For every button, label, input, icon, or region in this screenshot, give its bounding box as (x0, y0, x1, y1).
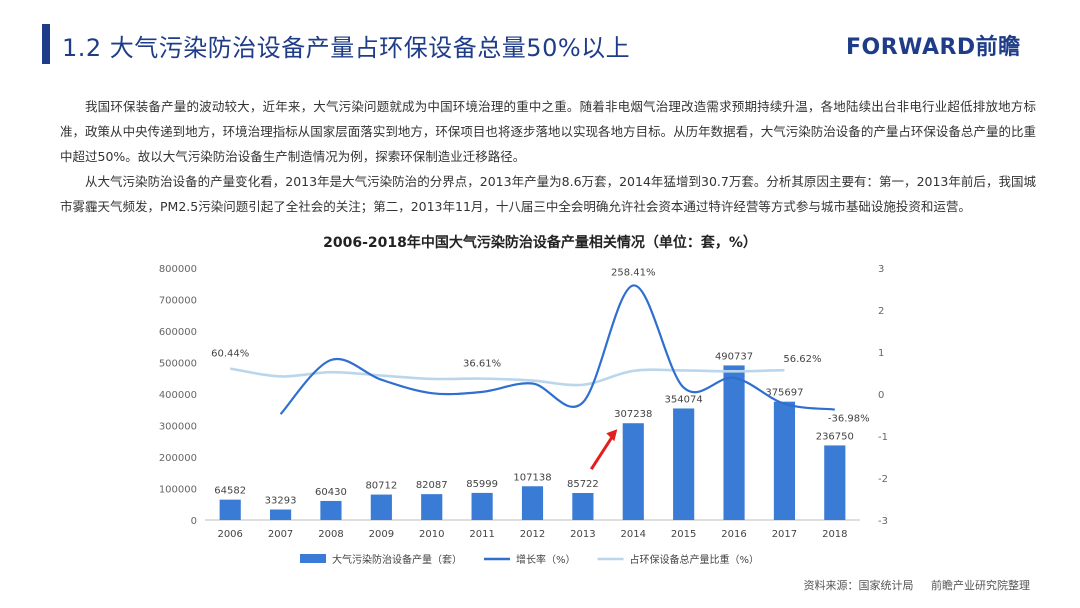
x-tick-label: 2011 (469, 529, 494, 540)
y-left-tick-label: 300000 (159, 422, 197, 433)
legend-swatch (300, 554, 326, 563)
source-text: 资料来源：国家统计局 (803, 579, 914, 592)
bar (421, 494, 443, 520)
bar-data-label: 80712 (365, 481, 397, 492)
y-left-tick-label: 800000 (159, 264, 197, 275)
bar (673, 408, 695, 520)
bar (471, 492, 493, 520)
x-tick-label: 2010 (419, 529, 444, 540)
y-right-tick-label: -3 (878, 516, 888, 527)
y-left-tick-label: 700000 (159, 296, 197, 307)
bar-data-label: 490737 (715, 351, 753, 362)
growth-rate-line (279, 284, 835, 415)
line-data-label: 60.44% (211, 349, 249, 360)
line-data-label: 258.41% (611, 267, 656, 278)
bar-data-label: 82087 (416, 480, 448, 491)
bar (219, 499, 241, 520)
line-data-label: 56.62% (783, 354, 821, 365)
chart-title: 2006-2018年中国大气污染防治设备产量相关情况（单位：套，%） (323, 235, 757, 251)
x-tick-label: 2015 (671, 529, 696, 540)
bar-data-label: 375697 (765, 388, 803, 399)
x-tick-label: 2007 (268, 529, 293, 540)
x-tick-label: 2013 (570, 529, 595, 540)
legend-label: 大气污染防治设备产量（套） (332, 553, 462, 566)
bar (521, 486, 544, 520)
bar (723, 365, 745, 520)
bar (370, 494, 392, 520)
bar-data-label: 85999 (466, 479, 498, 490)
x-tick-label: 2018 (822, 529, 847, 540)
line-data-label: 36.61% (463, 359, 501, 370)
share-ratio-line (229, 367, 785, 387)
bar (269, 509, 292, 520)
y-left-tick-label: 100000 (159, 485, 197, 496)
bar-data-label: 354074 (665, 394, 703, 405)
y-left-tick-label: 600000 (159, 327, 197, 338)
x-tick-label: 2008 (318, 529, 343, 540)
bar-data-label: 64582 (214, 486, 246, 497)
x-tick-label: 2006 (217, 529, 242, 540)
x-tick-label: 2017 (772, 529, 797, 540)
legend-label: 增长率（%） (516, 553, 576, 566)
bar-data-label: 60430 (315, 487, 347, 498)
brand-logo: FORWARD前瞻 (846, 35, 1021, 60)
paragraph: 从大气污染防治设备的产量变化看，2013年是大气污染防治的分界点，2013年产量… (60, 174, 1036, 214)
bar-data-label: 307238 (614, 409, 652, 420)
x-tick-label: 2012 (520, 529, 545, 540)
bar-data-label: 107138 (513, 472, 551, 483)
y-left-tick-label: 400000 (159, 390, 197, 401)
paragraph: 我国环保装备产量的波动较大，近年来，大气污染问题就成为中国环境治理的重中之重。随… (60, 99, 1036, 164)
body-text: 我国环保装备产量的波动较大，近年来，大气污染问题就成为中国环境治理的重中之重。随… (60, 94, 1036, 219)
y-right-tick-label: 2 (878, 306, 884, 317)
y-right-tick-label: -2 (878, 474, 888, 485)
y-left-tick-label: 200000 (159, 453, 197, 464)
bar-data-label: 33293 (265, 496, 297, 507)
x-tick-label: 2016 (721, 529, 746, 540)
x-tick-label: 2009 (369, 529, 394, 540)
bar-data-label: 85722 (567, 479, 599, 490)
y-left-tick-label: 0 (191, 516, 197, 527)
y-right-tick-label: 3 (878, 264, 884, 275)
source-note: 资料来源：国家统计局 前瞻产业研究院整理 (790, 577, 1031, 593)
bar (572, 492, 594, 520)
highlight-arrow (590, 434, 615, 471)
y-right-tick-label: -1 (878, 432, 888, 443)
bar (824, 445, 846, 520)
x-tick-label: 2014 (621, 529, 646, 540)
bar (320, 500, 342, 520)
bar (622, 423, 644, 520)
page-title: 1.2 大气污染防治设备产量占环保设备总量50%以上 (62, 34, 631, 62)
line-data-label: -36.98% (828, 414, 870, 425)
legend-label: 占环保设备总产量比重（%） (630, 553, 760, 566)
title-accent-bar (42, 24, 50, 64)
y-right-tick-label: 0 (878, 390, 884, 401)
bar (773, 401, 796, 520)
highlight-arrow-head (606, 429, 618, 442)
source-org: 前瞻产业研究院整理 (931, 579, 1030, 592)
y-left-tick-label: 500000 (159, 359, 197, 370)
bar-data-label: 236750 (816, 431, 854, 442)
y-right-tick-label: 1 (878, 348, 884, 359)
